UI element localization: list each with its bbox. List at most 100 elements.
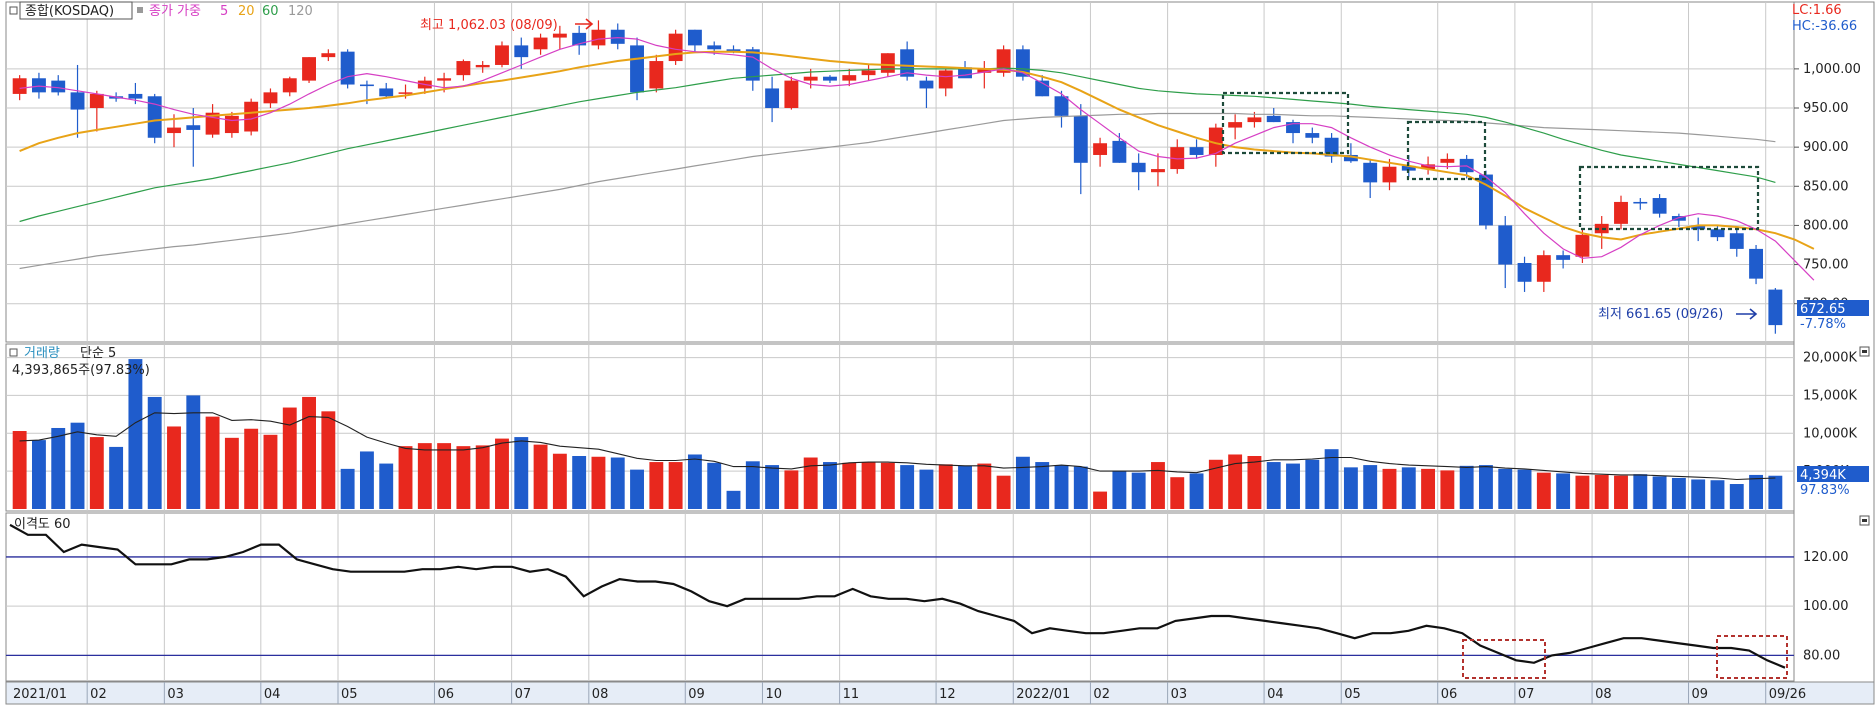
x-tick-label: 08 [1595, 687, 1612, 702]
volume-bar [379, 463, 394, 509]
candle-body [1421, 164, 1436, 170]
ma5-line [19, 36, 1815, 281]
candle-body [1151, 169, 1165, 173]
volume-bar [321, 411, 336, 509]
candle-body [1112, 140, 1127, 163]
volume-ma-line [19, 412, 1776, 481]
x-tick-label: 12 [939, 687, 956, 702]
volume-bar [302, 396, 316, 509]
volume-bar [1131, 472, 1146, 509]
index-label[interactable]: 종합(KOSDAQ) [25, 4, 114, 19]
candle-body [552, 33, 567, 38]
ma120-line [19, 112, 1776, 270]
candle-body [938, 70, 953, 89]
volume-bar [417, 443, 432, 509]
x-tick-label: 04 [1267, 687, 1284, 702]
candle-body [1633, 201, 1648, 204]
volume-bar [572, 456, 587, 509]
highlight-box-red-1 [1462, 639, 1546, 679]
volume-bar [610, 457, 625, 509]
candle-body [1536, 255, 1551, 282]
volume-bar [765, 465, 780, 509]
hc-value: HC:-36.66 [1792, 19, 1857, 34]
volume-bar [1614, 475, 1628, 509]
volume-bar [1151, 462, 1165, 509]
volume-bar [1594, 474, 1609, 509]
candle-body [456, 61, 471, 76]
candle-body [31, 78, 46, 93]
volume-bar [1459, 465, 1474, 509]
volume-bar [109, 446, 124, 509]
volume-bar [1093, 491, 1108, 509]
candle-body [167, 127, 181, 134]
volume-bar [1729, 484, 1744, 509]
candle-body [610, 29, 625, 44]
volume-bar [919, 469, 934, 509]
x-tick-label: 02 [1093, 687, 1110, 702]
candle-body [340, 51, 355, 85]
index-label-box[interactable] [19, 1, 133, 20]
volume-bar [591, 456, 606, 509]
x-tick-label: 07 [515, 687, 532, 702]
candle-body [1440, 158, 1455, 163]
volume-badge-pct: 97.83% [1800, 483, 1850, 498]
price-tick-label: 1,000.00 [1803, 62, 1861, 77]
candle-body [823, 76, 837, 81]
candle-body [1015, 49, 1030, 77]
candle-body [842, 75, 857, 81]
disparity-tick-label: 100.00 [1803, 599, 1849, 614]
volume-bar [668, 462, 683, 509]
price-panel[interactable] [5, 1, 1795, 343]
ma60-line [19, 67, 1776, 223]
candle-body [89, 93, 104, 109]
volume-bar [630, 469, 644, 509]
x-tick-label: 08 [592, 687, 609, 702]
candle-body [1228, 122, 1243, 128]
candle-body [244, 101, 259, 132]
volume-bar [340, 468, 355, 509]
volume-bar [51, 427, 66, 509]
volume-bar [70, 422, 85, 509]
ma120-label: 120 [288, 4, 313, 19]
price-tick-label: 800.00 [1803, 218, 1849, 233]
volume-bar [1170, 477, 1185, 509]
candle-body [398, 92, 413, 94]
candle-body [572, 32, 587, 46]
price-tick-label: 950.00 [1803, 101, 1849, 116]
candle-body [765, 88, 780, 109]
candle-body [591, 29, 606, 46]
x-tick-label: 06 [437, 687, 454, 702]
x-tick-label: 09 [688, 687, 705, 702]
volume-bar [552, 453, 567, 509]
candle-body [1286, 122, 1300, 134]
candle-body [900, 49, 915, 77]
candle-body [224, 115, 239, 134]
ma60-label: 60 [262, 4, 279, 19]
volume-bar [1343, 467, 1358, 509]
candle-body [263, 92, 278, 104]
x-tick-label: 09/26 [1769, 687, 1806, 702]
candle-body [282, 78, 297, 93]
x-axis-bar [5, 681, 1875, 705]
candle-body [1247, 117, 1262, 123]
candle-body [1710, 229, 1725, 238]
last-price-badge [1797, 300, 1869, 316]
volume-bar [1421, 468, 1436, 509]
volume-title: 거래량 [24, 346, 60, 361]
candle-body [437, 78, 452, 81]
candle-body [707, 45, 722, 50]
candle-body [958, 67, 972, 79]
volume-bar [1073, 466, 1088, 509]
volume-bar [437, 443, 452, 509]
x-tick-label: 04 [264, 687, 281, 702]
candle-body [630, 45, 644, 93]
candle-body [996, 49, 1011, 73]
volume-bar [649, 462, 664, 509]
candle-body [1768, 289, 1783, 326]
volume-bar [1208, 459, 1223, 509]
volume-bar [1054, 465, 1069, 509]
candle-body [919, 80, 934, 89]
close-weight-label: 종가 가중 [149, 4, 201, 19]
candle-body [649, 61, 664, 89]
